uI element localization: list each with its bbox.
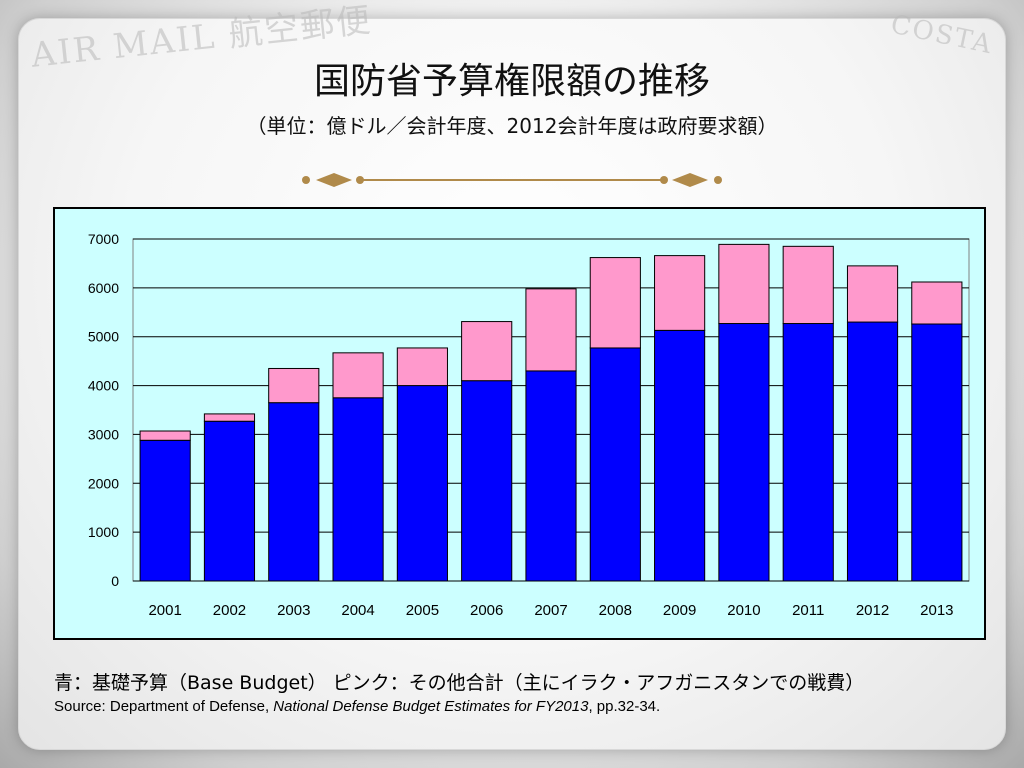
bar-other-total: [911, 281, 963, 325]
bar-base-budget: [396, 385, 448, 582]
stacked-bar-chart: 0 1000 2000 3000 4000 5000 6000 7000 2001 2002 200…: [88, 231, 970, 619]
source-suffix: , pp.32-34.: [588, 698, 661, 715]
x-tick-label: 2005: [406, 602, 439, 619]
ornament-divider: [302, 173, 722, 187]
source-title: National Defense Budget Estimates for FY…: [273, 698, 589, 715]
chart-container: 0 1000 2000 3000 4000 5000 6000 7000 2001 2002 200…: [53, 207, 986, 640]
bar-other-total: [203, 413, 256, 422]
x-tick-label: 2011: [792, 602, 824, 619]
y-tick-label: 4000: [88, 378, 119, 394]
bar-base-budget: [654, 329, 706, 582]
bar-other-total: [846, 265, 899, 323]
bar-other-total: [396, 347, 448, 387]
bar-base-budget: [589, 347, 641, 582]
y-tick-label: 7000: [88, 231, 119, 247]
bar-other-total: [139, 430, 191, 441]
slide-title: 国防省予算権限額の推移: [313, 61, 710, 102]
y-tick-label: 3000: [88, 426, 119, 442]
source-prefix: Source: Department of Defense,: [54, 698, 274, 715]
x-tick-label: 2007: [534, 602, 567, 619]
bar-base-budget: [203, 420, 256, 582]
bar-base-budget: [846, 321, 899, 582]
bar-other-total: [589, 257, 641, 349]
bar-base-budget: [911, 323, 963, 582]
bar-other-total: [461, 321, 513, 382]
x-tick-label: 2006: [470, 602, 503, 619]
y-tick-label: 2000: [88, 475, 119, 491]
x-tick-label: 2001: [148, 602, 181, 619]
x-tick-label: 2003: [277, 602, 310, 619]
bar-other-total: [525, 288, 577, 372]
y-tick-label: 6000: [88, 280, 119, 296]
bar-other-total: [268, 367, 320, 404]
source-note: Source: Department of Defense, National …: [54, 698, 660, 715]
y-tick-label: 5000: [88, 329, 119, 345]
bar-base-budget: [332, 397, 384, 582]
x-tick-label: 2010: [727, 602, 760, 619]
y-tick-label: 1000: [88, 524, 119, 540]
x-tick-label: 2013: [920, 602, 953, 619]
bar-base-budget: [139, 439, 191, 582]
bar-base-budget: [782, 323, 834, 582]
x-tick-label: 2012: [856, 602, 889, 619]
x-tick-label: 2009: [663, 602, 696, 619]
bar-base-budget: [268, 402, 320, 582]
bar-other-total: [654, 255, 706, 331]
x-tick-label: 2004: [341, 602, 374, 619]
slide-subtitle: （単位：億ドル／会計年度、2012会計年度は政府要求額）: [246, 114, 778, 138]
bar-other-total: [718, 243, 770, 325]
y-tick-label: 0: [111, 573, 119, 589]
x-tick-label: 2008: [599, 602, 632, 619]
bar-base-budget: [461, 380, 513, 582]
bar-base-budget: [718, 323, 770, 582]
bar-other-total: [332, 352, 384, 399]
bar-other-total: [782, 245, 834, 325]
x-tick-label: 2002: [213, 602, 246, 619]
legend-caption: 青：基礎予算（Base Budget） ピンク：その他合計（主にイラク・アフガニ…: [54, 672, 865, 694]
bar-base-budget: [525, 370, 577, 582]
